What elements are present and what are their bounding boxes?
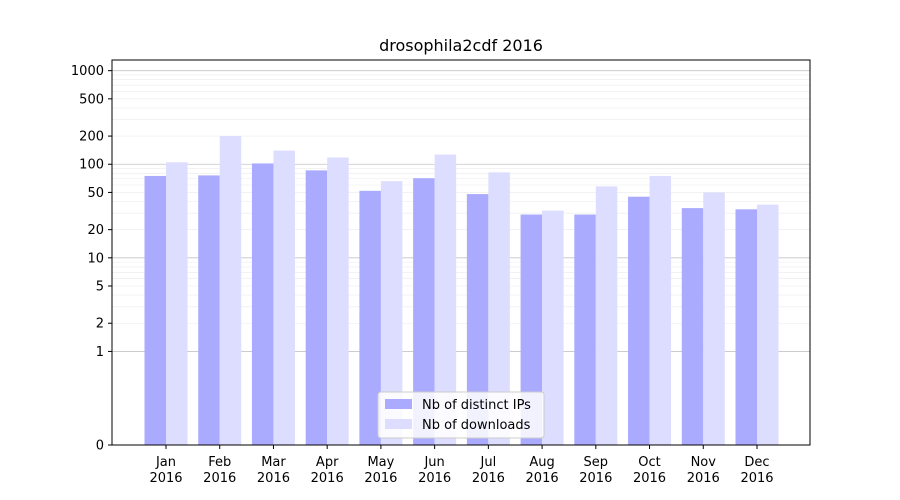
x-tick-label-month: May — [367, 455, 394, 470]
bar-distinct-ips — [413, 178, 435, 445]
x-tick-label-year: 2016 — [472, 471, 505, 486]
legend-swatch — [385, 419, 412, 429]
x-tick-label-year: 2016 — [203, 471, 236, 486]
x-tick-label-year: 2016 — [311, 471, 344, 486]
bar-distinct-ips — [735, 209, 757, 445]
x-tick-label-year: 2016 — [257, 471, 290, 486]
legend — [377, 391, 545, 439]
legend-label: Nb of downloads — [422, 418, 531, 433]
x-tick-label-year: 2016 — [418, 471, 451, 486]
x-tick-label-month: Mar — [261, 455, 286, 470]
bar-downloads — [380, 181, 403, 445]
y-tick-label: 10 — [87, 251, 104, 266]
bar-distinct-ips — [305, 170, 328, 445]
x-tick-label-month: Nov — [691, 455, 717, 470]
bar-downloads — [166, 162, 188, 446]
x-tick-label-month: Jul — [480, 455, 497, 470]
bar-distinct-ips — [466, 194, 489, 445]
bar-downloads — [542, 210, 564, 445]
bar-distinct-ips — [144, 175, 166, 445]
bar-downloads — [488, 172, 510, 446]
bar-downloads — [219, 136, 242, 446]
x-tick-label-year: 2016 — [740, 471, 773, 486]
x-tick-label-month: Sep — [584, 455, 609, 470]
legend-label: Nb of distinct IPs — [422, 398, 531, 413]
y-tick-label: 100 — [79, 158, 104, 173]
plot-area-frame — [111, 59, 811, 446]
x-tick-label-year: 2016 — [526, 471, 559, 486]
x-tick-label-month: Feb — [208, 455, 231, 470]
x-tick-label-month: Jun — [423, 455, 444, 470]
x-tick-label-month: Oct — [638, 455, 660, 470]
y-tick-label: 1 — [96, 345, 104, 360]
x-tick-label-year: 2016 — [579, 471, 612, 486]
bar-downloads — [273, 150, 295, 445]
legend-swatch — [385, 399, 412, 409]
bar-distinct-ips — [681, 208, 704, 445]
bar-distinct-ips — [251, 163, 274, 445]
bar-distinct-ips — [628, 196, 650, 445]
bar-downloads — [703, 192, 725, 445]
y-tick-label: 2 — [96, 317, 104, 332]
x-tick-label-year: 2016 — [633, 471, 666, 486]
x-tick-label-month: Jan — [155, 455, 176, 470]
chart-title: drosophila2cdf 2016 — [379, 36, 543, 55]
x-tick-label-year: 2016 — [687, 471, 720, 486]
x-tick-label-month: Dec — [744, 455, 769, 470]
y-tick-label: 50 — [87, 186, 104, 201]
bar-distinct-ips — [198, 175, 220, 445]
x-tick-label-month: Apr — [316, 455, 339, 470]
y-tick-label: 200 — [79, 130, 104, 145]
bar-distinct-ips — [574, 214, 596, 445]
y-tick-label: 0 — [96, 439, 104, 454]
bar-distinct-ips — [520, 214, 543, 445]
bar-downloads — [649, 175, 672, 445]
y-tick-label: 5 — [96, 280, 104, 295]
bar-downloads — [434, 154, 457, 445]
y-tick-label: 20 — [87, 223, 104, 238]
bar-downloads — [757, 204, 779, 445]
y-tick-label: 500 — [79, 92, 104, 107]
bar-distinct-ips — [359, 190, 381, 445]
x-tick-label-year: 2016 — [149, 471, 182, 486]
y-tick-label: 1000 — [71, 64, 104, 79]
x-tick-label-year: 2016 — [364, 471, 397, 486]
bar-downloads — [327, 157, 349, 445]
x-tick-label-month: Aug — [529, 455, 554, 470]
bar-downloads — [595, 186, 618, 445]
